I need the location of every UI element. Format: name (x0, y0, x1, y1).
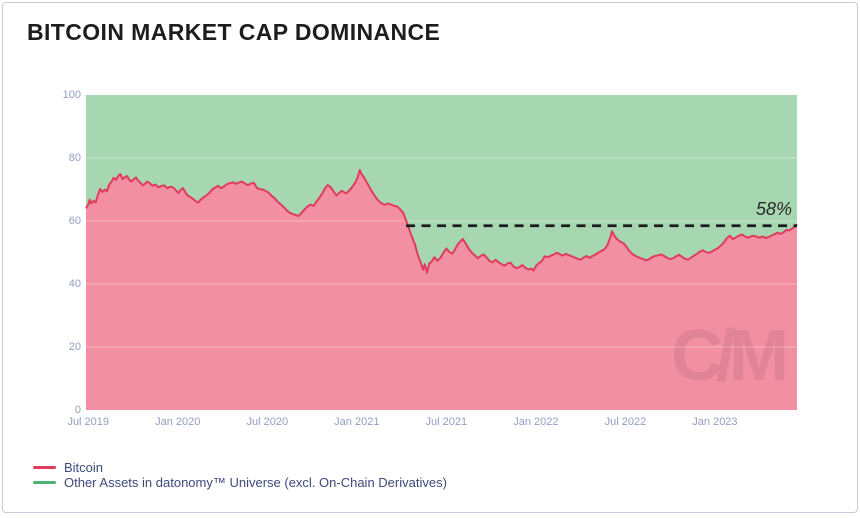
x-axis-label: Jan 2021 (334, 416, 380, 428)
y-axis-label: 20 (68, 341, 81, 353)
other-assets-line-swatch-icon (33, 480, 56, 485)
legend-label-bitcoin: Bitcoin (64, 460, 104, 475)
chart-legend: Bitcoin Other Assets in datonomy™ Univer… (33, 460, 447, 490)
x-axis-label: Jan 2022 (513, 416, 559, 428)
y-axis-label: 60 (68, 215, 81, 227)
other-assets-area (86, 95, 797, 273)
y-axis-label: 40 (68, 278, 81, 290)
x-axis-label: Jul 2020 (246, 416, 289, 428)
legend-item-bitcoin: Bitcoin (33, 460, 447, 475)
dominance-annotation-label: 58% (755, 198, 792, 219)
x-axis-label: Jul 2022 (604, 416, 647, 428)
legend-item-other-assets: Other Assets in datonomy™ Universe (excl… (33, 475, 447, 490)
legend-label-other-assets: Other Assets in datonomy™ Universe (excl… (64, 475, 447, 490)
x-axis-label: Jan 2020 (155, 416, 201, 428)
y-axis-label: 100 (62, 89, 81, 101)
x-axis-label: Jul 2019 (67, 416, 110, 428)
coinmetrics-watermark-logo: C/M (671, 316, 789, 396)
bitcoin-line-swatch-icon (33, 465, 56, 470)
x-axis-label: Jan 2023 (692, 416, 738, 428)
x-axis-label: Jul 2021 (425, 416, 468, 428)
y-axis-label: 80 (68, 152, 81, 164)
bitcoin-dominance-line (85, 169, 798, 274)
chart-area: 0 20 40 60 80 100 Jul 2019 Jan 2020 Jul 2020 Jan … (3, 3, 860, 518)
y-axis-label: 0 (74, 404, 81, 416)
bitcoin-area (86, 170, 797, 410)
dominance-stacked-area-chart (85, 95, 798, 410)
page-title: BITCOIN MARKET CAP DOMINANCE (27, 19, 441, 45)
